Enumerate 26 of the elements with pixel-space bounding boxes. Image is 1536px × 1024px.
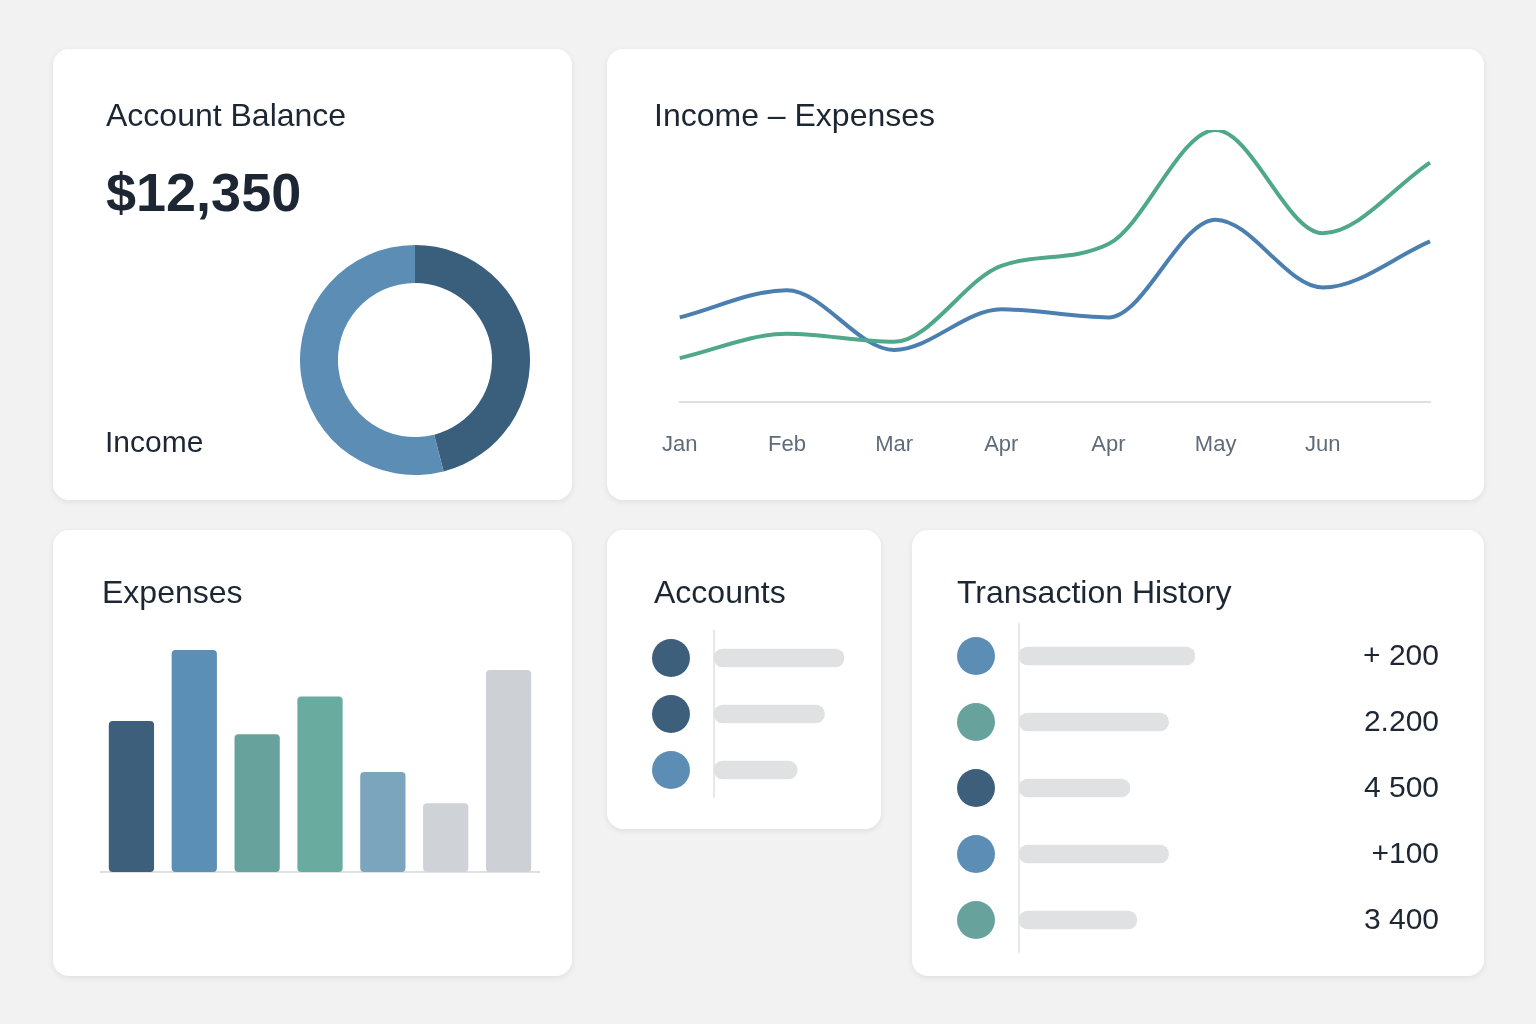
x-tick-label: Jan bbox=[661, 430, 698, 456]
chart-title: Expenses bbox=[102, 574, 243, 611]
chart-title: Accounts bbox=[654, 574, 786, 611]
bar bbox=[234, 734, 280, 872]
text: 2.200 bbox=[1363, 704, 1439, 738]
chart-title: Transaction History bbox=[957, 574, 1232, 611]
text: +100 bbox=[1371, 836, 1439, 870]
x-tick-label: May bbox=[1194, 430, 1237, 456]
x-tick-label: Feb bbox=[767, 430, 806, 456]
text: 3 400 bbox=[1363, 902, 1439, 936]
x-tick-label: Jun bbox=[1305, 430, 1341, 456]
bar bbox=[108, 721, 155, 872]
bar bbox=[297, 696, 343, 872]
chart-title: Income – Expenses bbox=[654, 97, 936, 134]
x-tick-label: Apr bbox=[1091, 430, 1126, 456]
text: 4 500 bbox=[1363, 770, 1439, 804]
x-tick-label: Apr bbox=[984, 430, 1019, 456]
text: Income bbox=[105, 425, 204, 459]
chart-subtitle: $12,350 bbox=[106, 161, 302, 223]
bar bbox=[485, 669, 532, 872]
bar bbox=[423, 803, 469, 872]
chart-title: Account Balance bbox=[106, 97, 347, 134]
text: + 200 bbox=[1363, 638, 1439, 672]
bar bbox=[360, 772, 406, 872]
bar bbox=[171, 650, 217, 872]
x-tick-label: Mar bbox=[875, 430, 914, 456]
